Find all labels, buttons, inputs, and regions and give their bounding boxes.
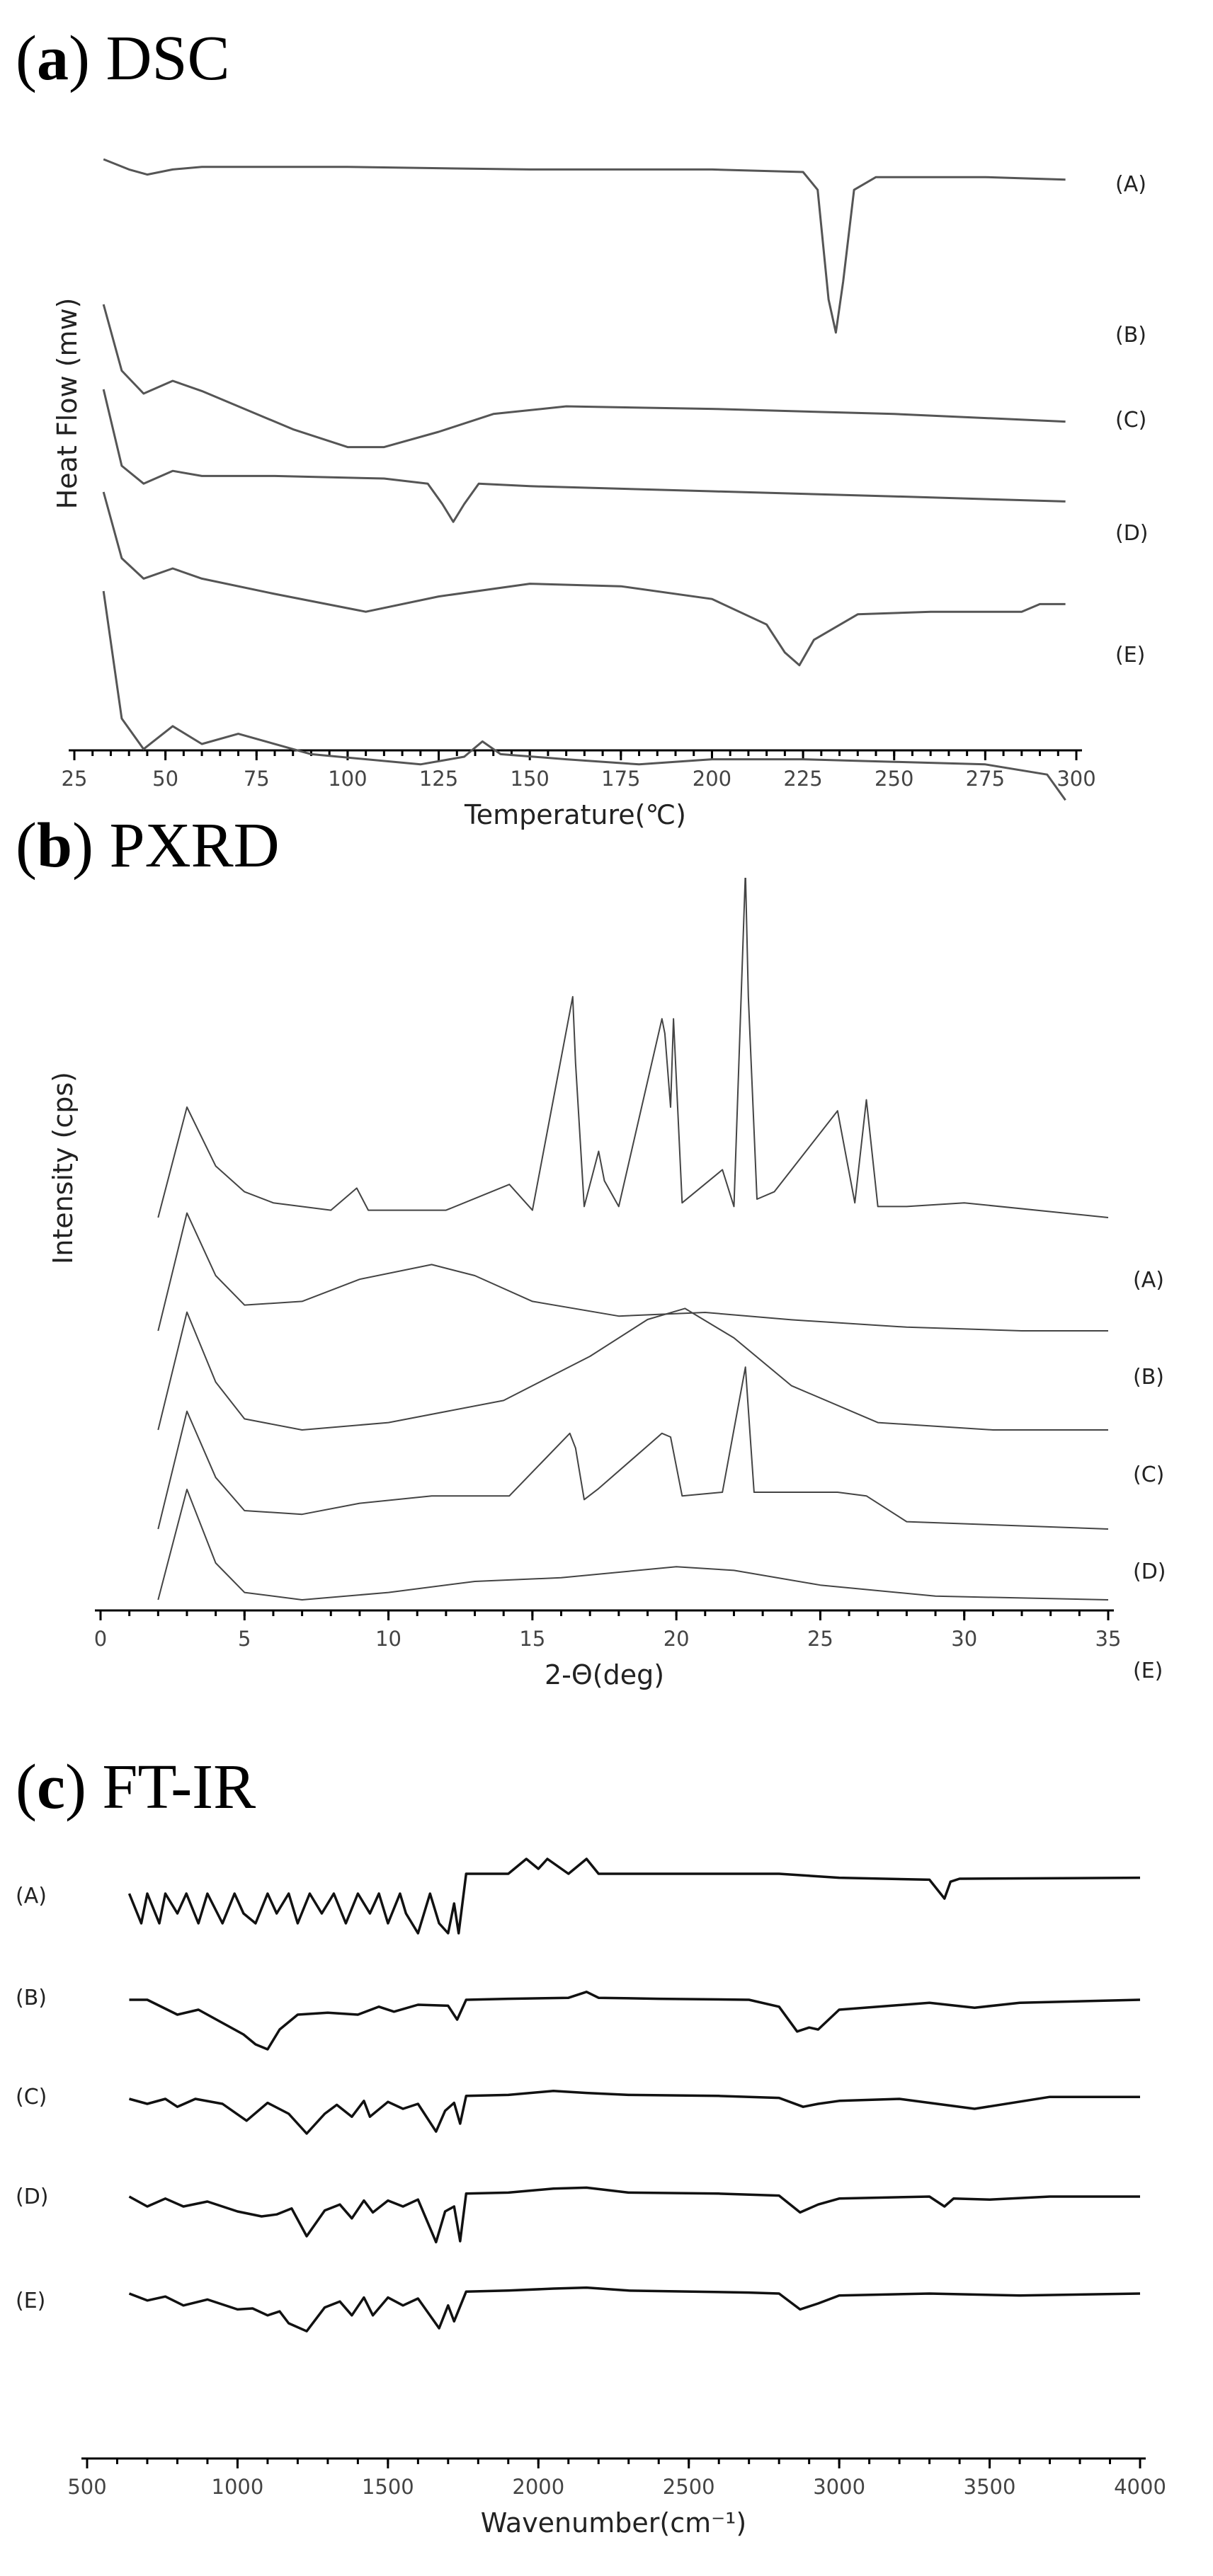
series-label: (E): [1133, 1659, 1163, 1683]
series-label: (C): [1133, 1462, 1164, 1487]
series-line: [129, 1991, 1141, 2051]
panel-letter: c: [36, 1752, 65, 1822]
x-axis-title: Wavenumber(cm⁻¹): [481, 2507, 746, 2538]
panel-title-ftir: (c) FT-IR: [16, 1752, 256, 1822]
x-tick-label: 15: [519, 1627, 545, 1651]
series-line: [157, 1307, 1108, 1431]
series-label: (B): [1133, 1365, 1164, 1390]
x-tick-label: 30: [951, 1627, 977, 1651]
series-line: [157, 878, 1109, 1218]
x-tick-label: 20: [664, 1627, 690, 1651]
series-line: [128, 2186, 1140, 2244]
x-tick-label: 4000: [1114, 2475, 1166, 2499]
series-line: [102, 491, 1066, 667]
dsc-chart: 25 50 75 100 125 150 175 200 225 250 275 300 Tempera…: [52, 158, 1149, 830]
x-tick-label: 10: [375, 1627, 402, 1651]
series-line: [102, 590, 1066, 801]
x-tick-label: 225: [783, 767, 822, 791]
ftir-chart: 500 1000 1500 2000 2500 3000 3500 4000 Wavenumbe…: [16, 1857, 1166, 2538]
panel-title-dsc: (a) DSC: [16, 23, 230, 93]
x-tick-label: 275: [966, 767, 1005, 791]
series-label: (A): [1115, 172, 1146, 197]
panel-title-pxrd: (b) PXRD: [16, 811, 280, 881]
x-tick-label: 1000: [212, 2475, 264, 2499]
x-tick-label: 25: [807, 1627, 833, 1651]
series-label: (D): [1133, 1559, 1166, 1584]
series-line: [127, 1857, 1141, 1935]
x-tick-label: 75: [244, 767, 270, 791]
series-label: (A): [1133, 1268, 1164, 1293]
x-tick-label: 175: [601, 767, 640, 791]
x-tick-label: 200: [693, 767, 731, 791]
series-label: (D): [1115, 521, 1149, 546]
series-line: [157, 1366, 1109, 1530]
series-line: [103, 158, 1066, 334]
x-axis-title: 2-Θ(deg): [545, 1659, 664, 1690]
series-label: (A): [16, 1884, 47, 1908]
series-line: [102, 304, 1066, 449]
series-line: [102, 389, 1066, 523]
x-tick-label: 300: [1057, 767, 1095, 791]
x-tick-label: 100: [328, 767, 367, 791]
y-axis-title: Heat Flow (mw): [52, 298, 83, 510]
panel-name: DSC: [106, 23, 230, 93]
x-tick-label: 150: [511, 767, 549, 791]
series-line: [157, 1489, 1109, 1601]
y-axis-title: Intensity (cps): [47, 1072, 79, 1264]
x-tick-label: 500: [67, 2475, 106, 2499]
panel-letter: b: [36, 811, 73, 881]
series-label: (B): [16, 1986, 47, 2010]
x-tick-label: 0: [94, 1627, 107, 1651]
series-label: (B): [1115, 323, 1146, 348]
pxrd-chart: 0 5 10 15 20 25 30 35 2-Θ(deg) Intensity (cps) (A)…: [47, 878, 1166, 1690]
series-label: (C): [1115, 408, 1146, 433]
series-label: (E): [16, 2289, 45, 2313]
x-tick-label: 1500: [362, 2475, 414, 2499]
x-tick-label: 25: [62, 767, 88, 791]
x-tick-label: 2000: [512, 2475, 564, 2499]
x-tick-label: 35: [1095, 1627, 1122, 1651]
x-tick-label: 50: [152, 767, 178, 791]
x-tick-label: 250: [875, 767, 913, 791]
series-line: [157, 1212, 1108, 1332]
x-tick-label: 125: [419, 767, 458, 791]
x-tick-label: 2500: [663, 2475, 715, 2499]
series-label: (C): [16, 2085, 47, 2110]
panel-name: PXRD: [109, 811, 280, 881]
series-label: (E): [1115, 643, 1145, 668]
series-line: [128, 2286, 1141, 2332]
series-label: (D): [16, 2185, 49, 2209]
x-tick-label: 5: [238, 1627, 251, 1651]
x-axis-title: Temperature(℃): [464, 799, 686, 830]
series-line: [129, 2090, 1140, 2135]
panel-letter: a: [36, 23, 69, 93]
panel-name: FT-IR: [102, 1752, 256, 1822]
x-tick-label: 3500: [964, 2475, 1016, 2499]
x-tick-label: 3000: [813, 2475, 865, 2499]
